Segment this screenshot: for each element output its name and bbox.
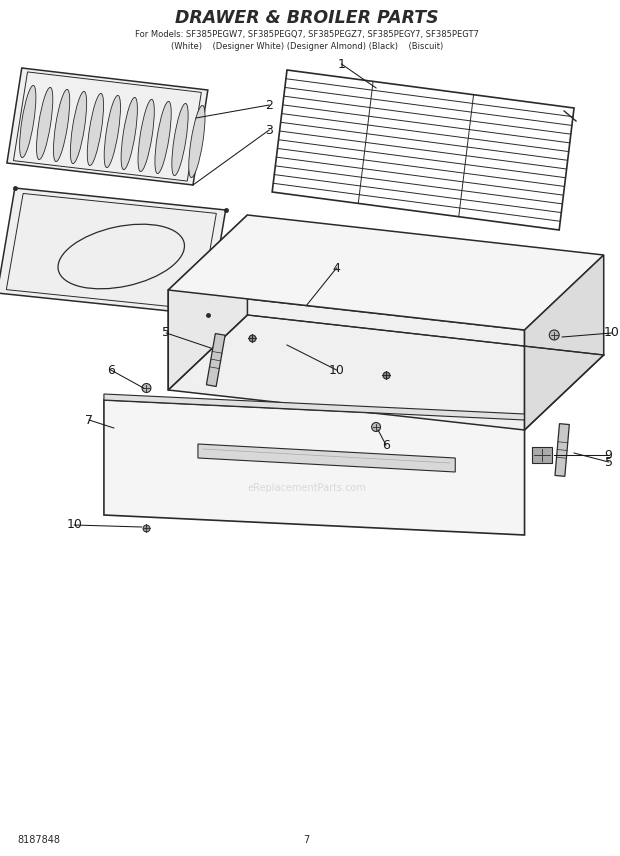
Text: 3: 3 <box>265 123 273 136</box>
Text: 6: 6 <box>107 364 115 377</box>
Ellipse shape <box>37 87 53 159</box>
Text: 1: 1 <box>337 57 345 70</box>
Ellipse shape <box>138 99 154 171</box>
Polygon shape <box>168 290 525 430</box>
Text: eReplacementParts.com: eReplacementParts.com <box>247 483 366 493</box>
Polygon shape <box>206 334 225 386</box>
Text: 10: 10 <box>604 326 619 340</box>
Polygon shape <box>168 215 247 390</box>
Text: 7: 7 <box>85 413 93 426</box>
Polygon shape <box>0 188 226 315</box>
Circle shape <box>371 423 381 431</box>
Text: 7: 7 <box>304 835 310 845</box>
Text: 5: 5 <box>604 455 613 468</box>
Ellipse shape <box>104 95 120 168</box>
Ellipse shape <box>87 93 104 165</box>
Polygon shape <box>555 424 569 476</box>
Text: For Models: SF385PEGW7, SF385PEGQ7, SF385PEGZ7, SF385PEGY7, SF385PEGT7: For Models: SF385PEGW7, SF385PEGQ7, SF38… <box>135 29 479 39</box>
Circle shape <box>142 383 151 393</box>
Text: 8187848: 8187848 <box>18 835 61 845</box>
Ellipse shape <box>70 92 87 163</box>
Text: DRAWER & BROILER PARTS: DRAWER & BROILER PARTS <box>175 9 438 27</box>
Ellipse shape <box>20 86 36 158</box>
Text: 10: 10 <box>329 364 345 377</box>
Circle shape <box>549 330 559 340</box>
Text: 9: 9 <box>604 449 613 461</box>
Polygon shape <box>168 215 604 330</box>
Ellipse shape <box>53 89 69 162</box>
Ellipse shape <box>121 98 138 169</box>
Polygon shape <box>104 400 525 535</box>
Text: 2: 2 <box>265 98 273 111</box>
Ellipse shape <box>172 104 188 175</box>
Polygon shape <box>104 394 525 420</box>
Polygon shape <box>7 68 208 185</box>
Text: (White)    (Designer White) (Designer Almond) (Black)    (Biscuit): (White) (Designer White) (Designer Almon… <box>170 41 443 51</box>
Text: 10: 10 <box>66 519 82 532</box>
Text: 4: 4 <box>332 261 340 275</box>
Text: 6: 6 <box>382 438 390 451</box>
Polygon shape <box>198 444 455 472</box>
Polygon shape <box>533 447 552 463</box>
Ellipse shape <box>155 101 171 174</box>
Polygon shape <box>525 255 604 430</box>
Text: 5: 5 <box>162 326 170 340</box>
Ellipse shape <box>188 105 205 177</box>
